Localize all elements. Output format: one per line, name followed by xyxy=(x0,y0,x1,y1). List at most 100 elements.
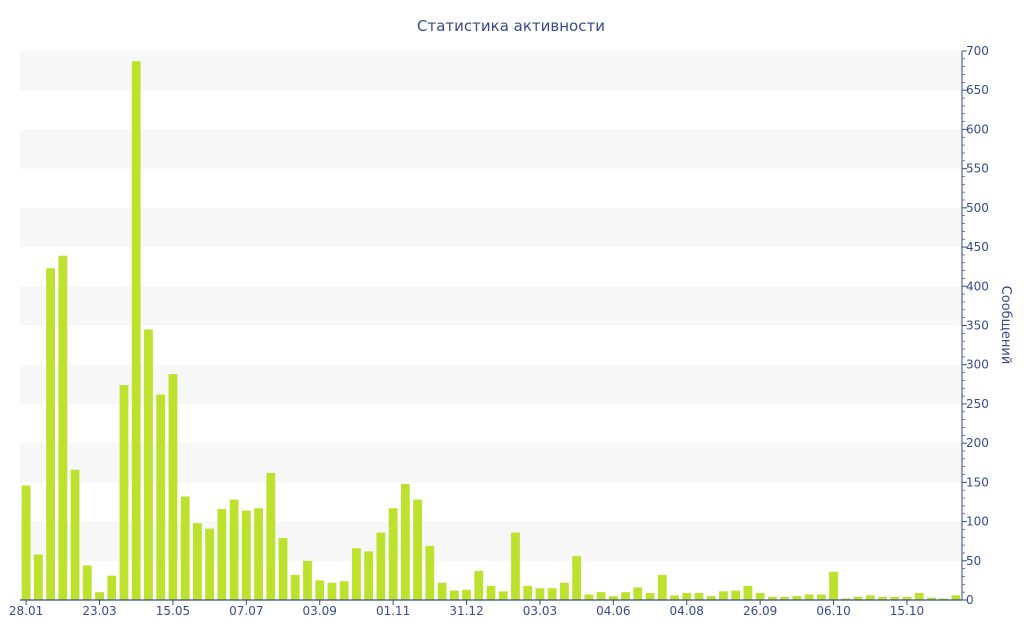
bar[interactable] xyxy=(547,588,557,600)
y-tick-label: 700 xyxy=(966,44,989,58)
bar[interactable] xyxy=(217,509,227,600)
y-tick-label: 0 xyxy=(966,593,974,607)
y-axis: 0 50 100 150 200 250 300 350 400 450 500 550 600 650 7… xyxy=(961,44,989,607)
bar[interactable] xyxy=(327,582,337,600)
y-axis-label: Сообщений xyxy=(998,286,1013,365)
bar[interactable] xyxy=(315,580,325,600)
bar[interactable] xyxy=(400,483,410,600)
bar[interactable] xyxy=(694,592,704,600)
bar[interactable] xyxy=(608,596,618,600)
bar[interactable] xyxy=(156,394,166,600)
bar[interactable] xyxy=(816,594,826,600)
bar-series xyxy=(21,61,961,600)
bar[interactable] xyxy=(413,499,422,600)
bar[interactable] xyxy=(853,596,863,600)
bar[interactable] xyxy=(572,556,582,600)
bar[interactable] xyxy=(192,523,202,600)
bar[interactable] xyxy=(706,596,716,600)
bar[interactable] xyxy=(780,596,790,600)
bar[interactable] xyxy=(144,329,153,600)
x-tick-label: 15.05 xyxy=(156,604,190,618)
grid-band xyxy=(20,207,962,248)
bar[interactable] xyxy=(58,255,68,600)
bar[interactable] xyxy=(46,268,55,600)
bar[interactable] xyxy=(21,485,31,600)
x-tick-label: 28.01 xyxy=(9,604,43,618)
bar[interactable] xyxy=(657,574,667,600)
bar[interactable] xyxy=(168,374,178,600)
bar[interactable] xyxy=(927,597,936,600)
bar[interactable] xyxy=(767,596,777,600)
bar[interactable] xyxy=(266,472,276,600)
grid-bands xyxy=(20,51,962,561)
bar[interactable] xyxy=(621,592,630,600)
bar[interactable] xyxy=(743,585,753,600)
bar[interactable] xyxy=(107,575,117,600)
bar[interactable] xyxy=(82,565,92,600)
bar[interactable] xyxy=(755,592,765,600)
bar[interactable] xyxy=(449,590,459,600)
bar[interactable] xyxy=(486,585,496,600)
bar[interactable] xyxy=(437,582,447,600)
bar[interactable] xyxy=(33,554,43,600)
bar[interactable] xyxy=(376,532,386,600)
bar[interactable] xyxy=(914,592,924,600)
bar[interactable] xyxy=(682,592,692,600)
y-tick-label: 100 xyxy=(966,515,989,529)
bar[interactable] xyxy=(829,571,838,600)
bar[interactable] xyxy=(131,61,141,600)
bar[interactable] xyxy=(498,591,508,600)
grid-band xyxy=(20,129,962,169)
bar[interactable] xyxy=(951,595,961,600)
y-tick-label: 650 xyxy=(966,83,989,97)
bar[interactable] xyxy=(878,596,887,600)
x-tick-label: 03.09 xyxy=(303,604,337,618)
bar[interactable] xyxy=(303,560,312,600)
y-tick-label: 500 xyxy=(966,201,989,215)
bar[interactable] xyxy=(462,589,471,600)
grid-band xyxy=(20,286,962,326)
bar[interactable] xyxy=(425,545,435,600)
bar[interactable] xyxy=(633,587,643,600)
bar[interactable] xyxy=(290,574,300,600)
bar[interactable] xyxy=(229,499,239,600)
bar[interactable] xyxy=(95,592,104,600)
bar[interactable] xyxy=(70,469,80,600)
bar[interactable] xyxy=(511,532,520,600)
bar[interactable] xyxy=(670,595,679,600)
bar[interactable] xyxy=(902,596,912,600)
bar[interactable] xyxy=(278,538,288,600)
x-tick-label: 15.10 xyxy=(890,604,924,618)
bar[interactable] xyxy=(352,548,361,600)
y-tick-label: 400 xyxy=(966,279,989,293)
y-tick-label: 450 xyxy=(966,240,989,254)
bar[interactable] xyxy=(474,570,484,600)
bar[interactable] xyxy=(792,596,802,600)
bar[interactable] xyxy=(865,595,875,600)
bar[interactable] xyxy=(205,528,215,600)
bar[interactable] xyxy=(645,592,655,600)
x-tick-label: 01.11 xyxy=(376,604,410,618)
bar[interactable] xyxy=(241,510,251,600)
bar[interactable] xyxy=(339,581,349,600)
bar[interactable] xyxy=(841,598,851,600)
bar[interactable] xyxy=(939,598,949,600)
bar[interactable] xyxy=(804,594,814,600)
x-tick-label: 31.12 xyxy=(449,604,483,618)
bar[interactable] xyxy=(119,385,129,600)
y-tick-label: 550 xyxy=(966,162,989,176)
bar[interactable] xyxy=(560,582,569,600)
x-axis: 28.01 23.03 15.05 07.07 03.09 01.11 31.12 03.03… xyxy=(9,599,962,618)
bar[interactable] xyxy=(523,585,533,600)
bar[interactable] xyxy=(584,594,594,600)
bar[interactable] xyxy=(731,590,741,600)
bar[interactable] xyxy=(388,508,398,600)
bar[interactable] xyxy=(719,591,728,600)
bar[interactable] xyxy=(180,496,190,600)
bar[interactable] xyxy=(254,508,263,600)
bar[interactable] xyxy=(596,592,606,600)
bar[interactable] xyxy=(890,596,900,600)
y-tick-label: 250 xyxy=(966,397,989,411)
bar[interactable] xyxy=(364,551,374,600)
bar[interactable] xyxy=(535,588,545,600)
